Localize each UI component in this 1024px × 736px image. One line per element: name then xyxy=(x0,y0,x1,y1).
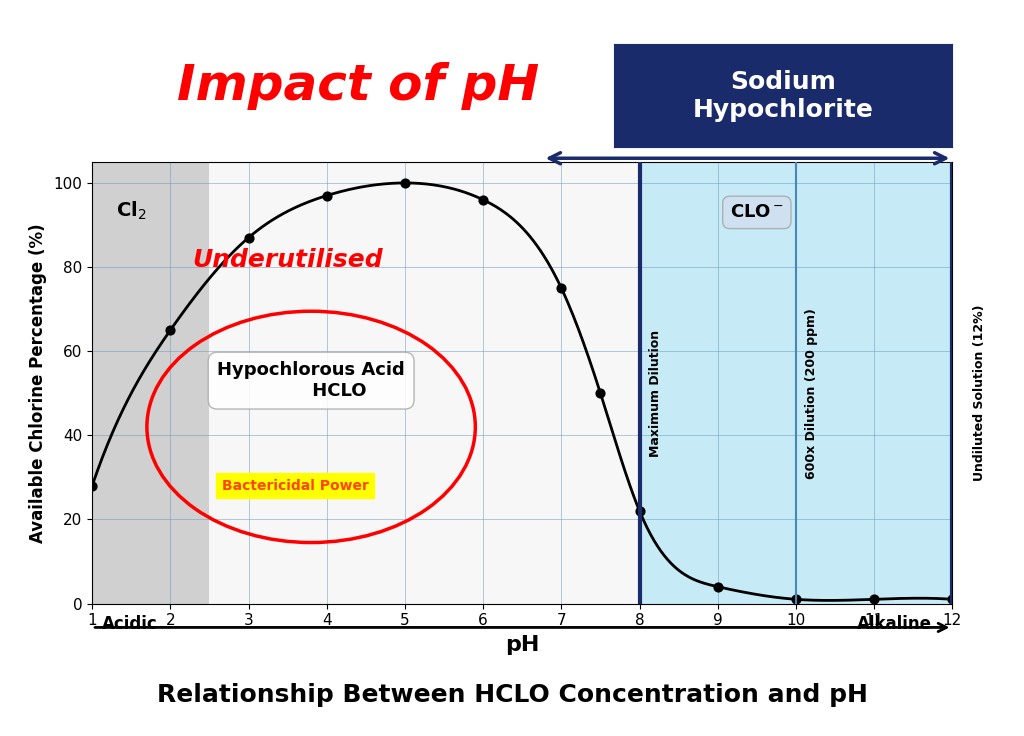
Text: Acidic: Acidic xyxy=(102,615,158,633)
Bar xyxy=(210,162,640,604)
Text: Bactericidal Power: Bactericidal Power xyxy=(222,478,369,493)
Point xyxy=(396,177,413,189)
Point xyxy=(787,593,804,605)
Point xyxy=(241,232,257,244)
Point xyxy=(318,190,335,202)
Point xyxy=(866,593,883,605)
Text: Cl$_2$: Cl$_2$ xyxy=(116,199,146,222)
Point xyxy=(475,194,492,205)
Bar xyxy=(640,162,952,604)
Text: Relationship Between HCLO Concentration and pH: Relationship Between HCLO Concentration … xyxy=(157,682,867,707)
Point xyxy=(162,325,178,336)
Y-axis label: Available Chlorine Percentage (%): Available Chlorine Percentage (%) xyxy=(29,223,47,542)
Text: Maximum Dilution: Maximum Dilution xyxy=(648,330,662,457)
Text: Sodium
Hypochlorite: Sodium Hypochlorite xyxy=(693,70,873,121)
Point xyxy=(710,581,726,592)
Text: Impact of pH: Impact of pH xyxy=(177,63,540,110)
Point xyxy=(632,505,648,517)
Point xyxy=(944,593,961,605)
X-axis label: pH: pH xyxy=(505,635,540,655)
Point xyxy=(553,282,569,294)
Bar xyxy=(92,162,210,604)
Text: Undiluted Solution (12%): Undiluted Solution (12%) xyxy=(973,305,986,481)
Text: Hypochlorous Acid
         HCLO: Hypochlorous Acid HCLO xyxy=(217,361,404,400)
Text: 600x Dilution (200 ppm): 600x Dilution (200 ppm) xyxy=(805,308,818,478)
Text: Alkaline: Alkaline xyxy=(857,615,932,633)
Text: Underutilised: Underutilised xyxy=(193,248,383,272)
Text: CLO$^-$: CLO$^-$ xyxy=(730,203,783,222)
Point xyxy=(84,480,100,492)
Point xyxy=(592,387,608,399)
